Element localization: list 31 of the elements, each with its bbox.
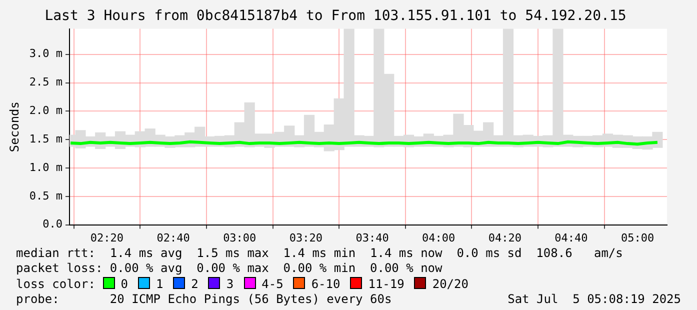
text: probe: 20 ICMP Echo Pings (56 Bytes) every 60s (16, 292, 392, 306)
x-tick-label: 03:20 (289, 231, 323, 244)
legend-label: 3 (226, 276, 234, 291)
legend-title: loss color: (16, 276, 96, 291)
y-tick-label: 3.0 m (29, 47, 63, 60)
legend-label: 1 (156, 276, 164, 291)
x-tick-label: 03:00 (223, 231, 256, 244)
x-tick-label: 04:40 (554, 231, 588, 244)
legend-label: 6-10 (311, 276, 340, 291)
legend-label: 11-19 (368, 276, 404, 291)
y-tick-label: 0.0 (42, 218, 63, 231)
legend-label: 20/20 (432, 276, 468, 291)
y-tick-label: 1.0 m (29, 160, 63, 174)
legend-label: 2 (191, 276, 198, 291)
chart-title: Last 3 Hours from 0bc8415187b4 to From 103.155.91.101 to 54.192.20.15 (44, 8, 626, 24)
text: Sat Jul 5 05:08:19 2025 (508, 292, 681, 308)
x-tick-label: 02:40 (156, 231, 190, 244)
legend-label: 0 (120, 276, 128, 291)
text: packet loss: 0.00 % avg 0.00 % max 0.00 % min 0.00 % now (16, 261, 444, 277)
x-tick-label: 05:00 (620, 231, 654, 244)
x-tick-label: 04:20 (488, 231, 522, 244)
x-tick-label: 03:40 (356, 231, 389, 244)
text: median rtt: 1.4 ms avg 1.5 ms max 1.4 ms min 1.4 ms now 0.0 ms sd 108.6 am/s (16, 246, 624, 262)
x-tick-label: 04:00 (422, 231, 456, 244)
legend-label: 4-5 (262, 276, 284, 291)
y-axis-title: Seconds (7, 102, 22, 152)
y-tick-label: 2.5 m (29, 76, 63, 89)
x-tick-label: 02:20 (90, 231, 124, 244)
y-tick-label: 2.0 m (29, 104, 63, 118)
y-tick-label: 1.5 m (29, 132, 63, 146)
y-tick-label: 0.5 m (29, 189, 63, 202)
